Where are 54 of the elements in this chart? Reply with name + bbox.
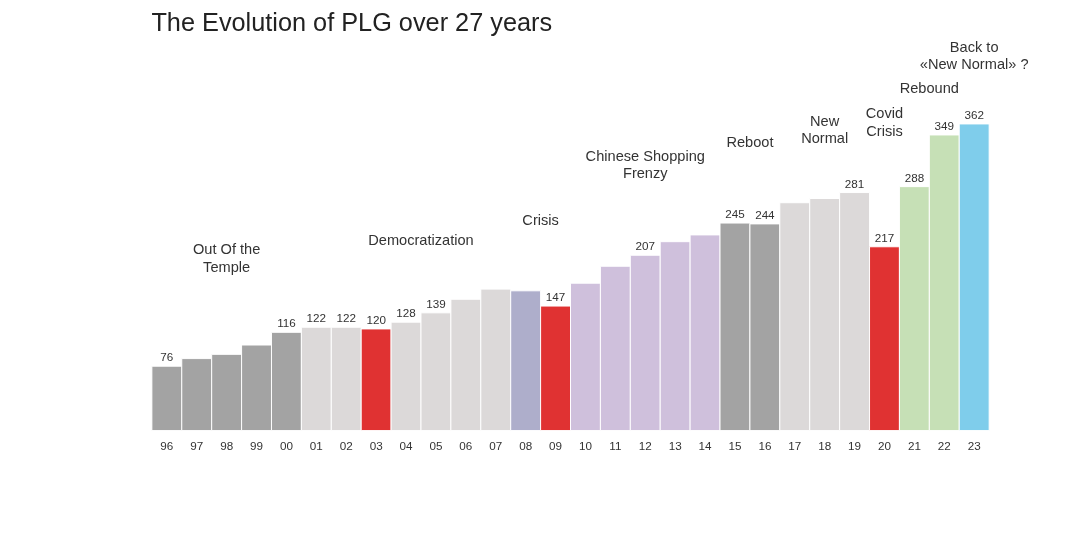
data-label: 281 — [844, 176, 865, 190]
data-label: 207 — [635, 239, 656, 253]
text: Back to «New Normal» ? — [919, 38, 1029, 73]
data-label: 128 — [396, 306, 416, 320]
x-tick-label: 22 — [937, 438, 951, 452]
annotation: Covid Crisis — [865, 105, 904, 139]
data-label: 147 — [545, 290, 566, 304]
data-label: 139 — [426, 296, 446, 310]
x-tick-label: 18 — [818, 438, 832, 452]
data-label: 116 — [277, 316, 296, 330]
data-label: 76 — [160, 350, 174, 364]
chart-title: The Evolution of PLG over 27 years — [151, 8, 553, 37]
x-tick-label: 16 — [758, 438, 772, 452]
x-tick-label: 98 — [220, 438, 234, 452]
annotation: Reboot — [726, 134, 774, 151]
x-tick-label: 01 — [309, 438, 323, 452]
data-label: 244 — [755, 208, 776, 222]
data-label: 362 — [964, 108, 984, 122]
data-label: 217 — [874, 230, 895, 244]
annotation: Crisis — [522, 212, 559, 229]
x-tick-label: 15 — [728, 438, 742, 452]
x-tick-label: 08 — [519, 438, 533, 452]
x-tick-label: 02 — [339, 438, 353, 452]
annotation: Out Of the Temple — [192, 241, 261, 275]
data-label: 120 — [366, 313, 387, 327]
data-label: 122 — [336, 311, 356, 325]
x-tick-label: 96 — [160, 438, 174, 452]
annotation: New Normal — [801, 112, 849, 147]
x-tick-label: 07 — [489, 438, 503, 452]
x-tick-label: 21 — [907, 438, 921, 452]
x-tick-label: 23 — [967, 438, 981, 452]
annotation: Chinese Shopping Frenzy — [585, 147, 705, 182]
x-tick-label: 10 — [578, 438, 593, 452]
x-tick-label: 97 — [190, 438, 204, 452]
x-tick-label: 11 — [609, 438, 622, 452]
x-tick-label: 12 — [638, 438, 652, 452]
x-tick-label: 00 — [279, 438, 294, 452]
x-tick-label: 05 — [429, 438, 443, 452]
x-tick-label: 09 — [549, 438, 563, 452]
x-tick-label: 99 — [250, 438, 264, 452]
data-label: 122 — [306, 311, 327, 325]
annotation: Democratization — [368, 231, 474, 248]
data-label: 245 — [725, 207, 745, 221]
data-label: 349 — [934, 119, 955, 133]
x-tick-label: 17 — [788, 438, 802, 452]
data-label: 288 — [904, 170, 925, 184]
text: Rebound — [899, 79, 959, 96]
x-tick-label: 06 — [459, 438, 473, 452]
x-tick-label: 13 — [668, 438, 682, 452]
x-tick-label: 20 — [877, 438, 892, 452]
x-tick-label: 04 — [399, 438, 414, 452]
x-tick-label: 03 — [369, 438, 383, 452]
x-tick-label: 19 — [848, 438, 862, 452]
x-tick-label: 14 — [698, 438, 713, 452]
